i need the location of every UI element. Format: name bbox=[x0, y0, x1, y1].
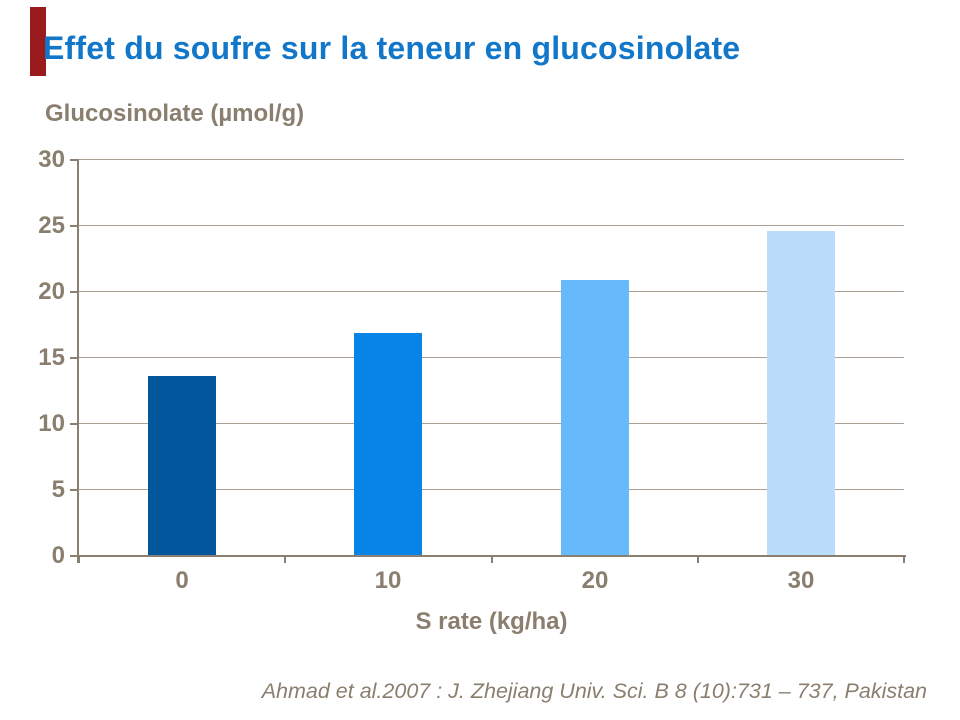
x-axis-line bbox=[77, 555, 906, 557]
x-tick-label-20: 20 bbox=[581, 567, 609, 594]
x-tick-label-0: 0 bbox=[175, 567, 189, 594]
x-tick-label-30: 30 bbox=[787, 567, 815, 594]
y-tick-label-0: 0 bbox=[51, 542, 65, 569]
y-axis-tick-15 bbox=[70, 357, 79, 359]
y-tick-label-5: 5 bbox=[51, 476, 65, 503]
gridline-25 bbox=[79, 225, 904, 226]
x-axis-tick-1 bbox=[284, 556, 286, 563]
slide-title: Effet du soufre sur la teneur en glucosi… bbox=[43, 30, 741, 66]
y-tick-label-30: 30 bbox=[38, 146, 65, 173]
y-tick-label-10: 10 bbox=[38, 410, 65, 437]
gridline-30 bbox=[79, 159, 904, 160]
x-axis-tick-2 bbox=[491, 556, 493, 563]
gridline-10 bbox=[79, 423, 904, 424]
x-axis-title: S rate (kg/ha) bbox=[415, 608, 568, 635]
x-tick-label-10: 10 bbox=[374, 567, 402, 594]
y-axis-tick-30 bbox=[70, 159, 79, 161]
y-axis-title: Glucosinolate (µmol/g) bbox=[45, 100, 305, 127]
bar-0 bbox=[148, 376, 216, 556]
x-axis-tick-4 bbox=[903, 556, 905, 563]
bar-20 bbox=[561, 280, 629, 556]
y-axis-tick-10 bbox=[70, 423, 79, 425]
y-tick-label-15: 15 bbox=[38, 344, 65, 371]
brand-accent-bar bbox=[30, 7, 46, 76]
x-axis-tick-0 bbox=[78, 556, 80, 563]
gridline-15 bbox=[79, 357, 904, 358]
y-axis-tick-25 bbox=[70, 225, 79, 227]
citation-text: Ahmad et al.2007 : J. Zhejiang Univ. Sci… bbox=[261, 679, 927, 703]
bar-30 bbox=[767, 231, 835, 556]
y-axis-tick-20 bbox=[70, 291, 79, 293]
gridline-20 bbox=[79, 291, 904, 292]
y-tick-label-25: 25 bbox=[38, 212, 65, 239]
y-tick-label-20: 20 bbox=[38, 278, 65, 305]
y-axis-tick-5 bbox=[70, 489, 79, 491]
y-axis-line bbox=[77, 160, 79, 563]
y-axis-tick-0 bbox=[70, 555, 79, 557]
gridline-5 bbox=[79, 489, 904, 490]
bar-10 bbox=[354, 333, 422, 556]
x-axis-tick-3 bbox=[697, 556, 699, 563]
